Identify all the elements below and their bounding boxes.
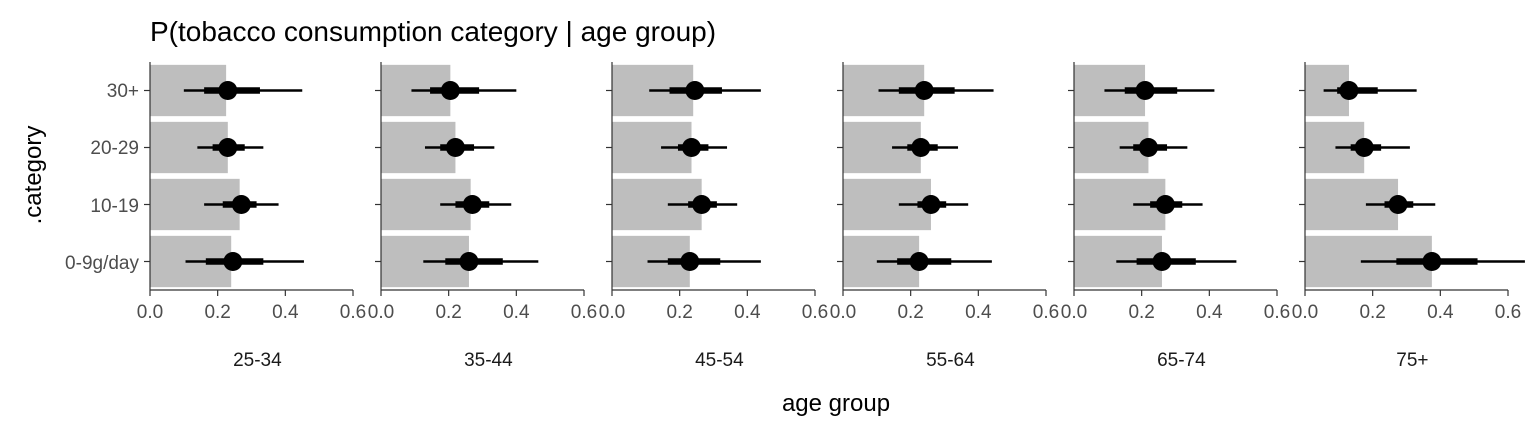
point-estimate [231,195,251,214]
point-estimate [218,81,238,100]
facet-label: 25-34 [233,350,282,371]
facet-label: 35-44 [464,350,513,371]
x-tick-label: 0.4 [965,302,992,323]
point-estimate [218,138,238,157]
y-tick-label: 0-9g/day [65,253,139,274]
point-estimate [459,252,479,271]
facet-label: 45-54 [695,350,744,371]
point-estimate [909,252,929,271]
point-estimate [685,81,705,100]
y-tick-label: 10-19 [90,196,139,217]
x-tick-label: 0.6 [802,302,828,323]
facet-panel: 0.0 0.2 0.4 0.6 75+ [1292,62,1525,371]
x-tick-label: 0.4 [503,302,530,323]
x-axis-title: age group [782,390,890,417]
point-estimate [462,195,482,214]
x-tick-label: 0.0 [830,302,856,323]
x-tick-label: 0.2 [666,302,692,323]
facet-label: 55-64 [926,350,975,371]
x-tick-label: 0.4 [734,302,761,323]
facet-panels: 0.0 0.2 0.4 0.6 25-34 0.0 0.2 0.4 0.6 35-44 0.0 0.2… [137,62,1525,371]
x-tick-label: 0.4 [1196,302,1223,323]
point-estimate [911,138,931,157]
x-tick-label: 0.6 [340,302,366,323]
x-tick-label: 0.6 [1495,302,1521,323]
point-estimate [921,195,941,214]
point-estimate [682,138,702,157]
point-estimate [1339,81,1359,100]
y-tick-labels: 30+ 20-29 10-19 0-9g/day [65,81,139,274]
x-tick-label: 0.2 [435,302,461,323]
x-tick-label: 0.6 [571,302,597,323]
point-estimate [1155,195,1175,214]
x-tick-label: 0.0 [137,302,163,323]
point-estimate [223,252,243,271]
point-estimate [692,195,712,214]
facet-panel: 0.0 0.2 0.4 0.6 25-34 [137,62,366,371]
x-tick-label: 0.2 [1128,302,1154,323]
x-tick-label: 0.4 [1427,302,1454,323]
point-estimate [445,138,465,157]
facet-panel: 0.0 0.2 0.4 0.6 35-44 [368,62,597,371]
point-estimate [1135,81,1155,100]
y-tick-label: 30+ [107,81,139,102]
x-tick-label: 0.0 [1292,302,1318,323]
chart-title: P(tobacco consumption category | age gro… [150,16,716,47]
facet-panel: 0.0 0.2 0.4 0.6 45-54 [599,62,828,371]
x-tick-label: 0.4 [272,302,299,323]
point-estimate [1388,195,1408,214]
facet-label: 75+ [1396,350,1428,371]
facet-panel: 0.0 0.2 0.4 0.6 55-64 [830,62,1059,371]
point-estimate [1422,252,1442,271]
x-tick-label: 0.2 [204,302,230,323]
point-estimate [914,81,934,100]
x-tick-label: 0.0 [368,302,394,323]
point-estimate [1138,138,1158,157]
x-tick-label: 0.6 [1033,302,1059,323]
facet-label: 65-74 [1157,350,1206,371]
x-tick-label: 0.2 [1359,302,1385,323]
y-axis-title: .category [20,126,47,225]
x-tick-label: 0.0 [1061,302,1087,323]
x-tick-label: 0.6 [1264,302,1290,323]
point-estimate [1354,138,1374,157]
point-estimate [440,81,460,100]
x-tick-label: 0.0 [599,302,625,323]
x-tick-label: 0.2 [897,302,923,323]
point-estimate [680,252,700,271]
facet-panel: 0.0 0.2 0.4 0.6 65-74 [1061,62,1290,371]
y-tick-label: 20-29 [90,138,139,159]
point-estimate [1152,252,1172,271]
